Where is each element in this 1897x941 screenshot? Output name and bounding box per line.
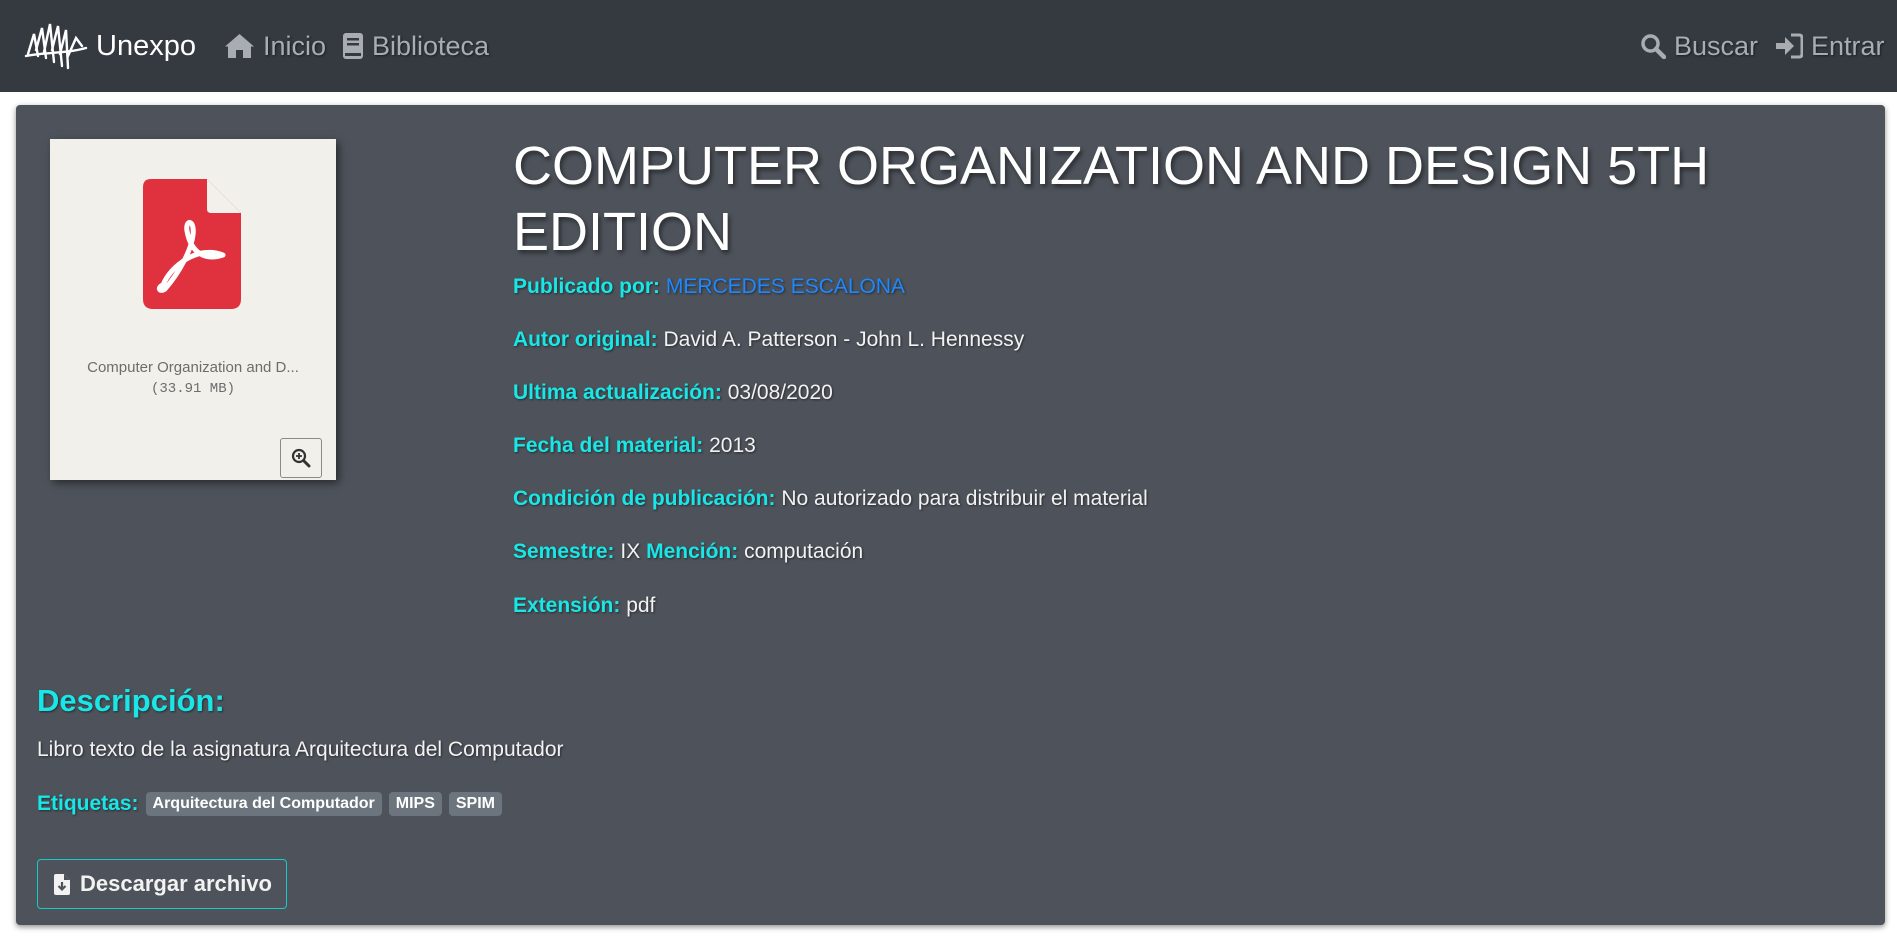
nav-inicio-label: Inicio <box>263 30 327 61</box>
tag-badge[interactable]: Arquitectura del Computador <box>145 792 382 816</box>
meta-extension: Extensión: pdf <box>513 594 655 622</box>
brand-name: Unexpo <box>96 29 196 62</box>
top-navbar: Unexpo Inicio Biblioteca Buscar Entrar <box>0 0 1897 92</box>
autor-value: David A. Patterson - John L. Hennessy <box>663 328 1025 351</box>
thumbnail-file-name: Computer Organization and D... <box>87 359 299 376</box>
nav-entrar[interactable]: Entrar <box>1775 24 1885 68</box>
meta-condicion: Condición de publicación: No autorizado … <box>513 487 1148 515</box>
zoom-button[interactable] <box>280 438 322 478</box>
thumbnail-file-size: (33.91 MB) <box>150 381 235 397</box>
meta-autor: Autor original: David A. Patterson - Joh… <box>513 328 1024 356</box>
extension-value: pdf <box>626 594 656 617</box>
publicado-por-label: Publicado por: <box>513 275 660 298</box>
fecha-label: Fecha del material: <box>513 434 704 457</box>
extension-label: Extensión: <box>513 594 621 617</box>
tags-row: Etiquetas: Arquitectura del Computador M… <box>37 789 509 819</box>
download-label: Descargar archivo <box>80 871 272 896</box>
semestre-value: IX <box>620 540 641 563</box>
unexpo-logo-icon <box>24 23 88 70</box>
mencion-value: computación <box>744 540 864 563</box>
tag-badge[interactable]: SPIM <box>448 792 502 816</box>
meta-publicado-por: Publicado por: MERCEDES ESCALONA <box>513 275 905 303</box>
nav-entrar-label: Entrar <box>1811 30 1885 61</box>
meta-actualizacion: Ultima actualización: 03/08/2020 <box>513 381 833 409</box>
meta-fecha: Fecha del material: 2013 <box>513 434 756 462</box>
condicion-label: Condición de publicación: <box>513 487 776 510</box>
sign-in-icon <box>1776 33 1803 59</box>
file-download-icon <box>54 873 70 895</box>
publisher-link[interactable]: MERCEDES ESCALONA <box>665 275 906 298</box>
nav-buscar-label: Buscar <box>1674 30 1759 61</box>
semestre-label: Semestre: <box>513 540 615 563</box>
home-icon <box>225 34 254 58</box>
file-thumbnail[interactable]: Computer Organization and D... (33.91 MB… <box>50 139 336 480</box>
tags-label: Etiquetas: <box>37 792 139 815</box>
description-text: Libro texto de la asignatura Arquitectur… <box>37 738 564 761</box>
search-icon <box>1641 34 1666 59</box>
autor-label: Autor original: <box>513 328 658 351</box>
description-heading: Descripción: <box>37 683 225 718</box>
actualizacion-value: 03/08/2020 <box>727 381 833 404</box>
pdf-file-icon <box>143 179 241 309</box>
fecha-value: 2013 <box>709 434 756 457</box>
material-title: COMPUTER ORGANIZATION AND DESIGN 5TH EDI… <box>513 136 1710 262</box>
condicion-value: No autorizado para distribuir el materia… <box>781 487 1148 510</box>
brand-link[interactable]: Unexpo <box>24 20 196 72</box>
actualizacion-label: Ultima actualización: <box>513 381 722 404</box>
zoom-in-icon <box>291 448 311 468</box>
book-icon <box>343 33 363 59</box>
nav-inicio[interactable]: Inicio <box>224 24 326 68</box>
download-button[interactable]: Descargar archivo <box>37 859 287 909</box>
nav-biblioteca[interactable]: Biblioteca <box>342 24 489 68</box>
nav-buscar[interactable]: Buscar <box>1640 24 1758 68</box>
material-card: Computer Organization and D... (33.91 MB… <box>16 105 1885 925</box>
meta-semestre-mencion: Semestre: IX Mención: computación <box>513 540 863 568</box>
mencion-label: Mención: <box>646 540 739 563</box>
tag-badge[interactable]: MIPS <box>388 792 442 816</box>
nav-biblioteca-label: Biblioteca <box>372 30 490 61</box>
